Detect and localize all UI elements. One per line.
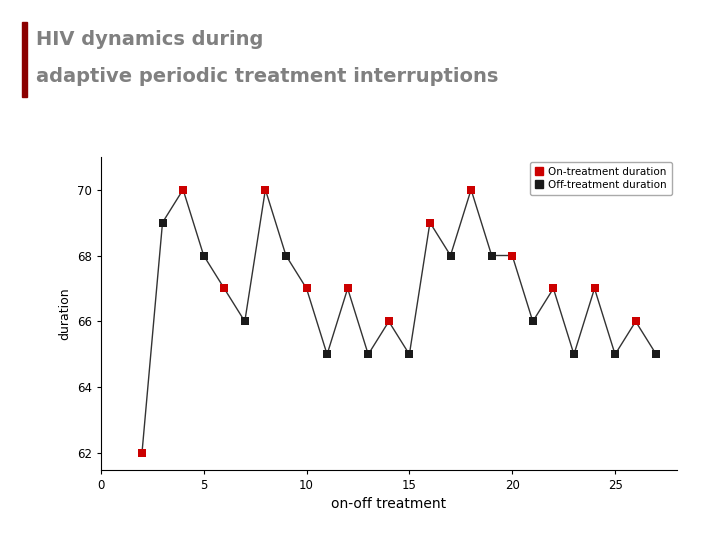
Point xyxy=(568,350,580,359)
X-axis label: on-off treatment: on-off treatment xyxy=(331,497,446,511)
Point xyxy=(527,317,539,326)
Text: adaptive periodic treatment interruptions: adaptive periodic treatment interruption… xyxy=(36,68,498,86)
Point xyxy=(589,284,600,293)
Point xyxy=(239,317,251,326)
Point xyxy=(650,350,662,359)
Point xyxy=(630,317,642,326)
Point xyxy=(218,284,230,293)
Point xyxy=(609,350,621,359)
Point xyxy=(321,350,333,359)
Point xyxy=(301,284,312,293)
Point xyxy=(198,251,210,260)
Point xyxy=(383,317,395,326)
Point xyxy=(548,284,559,293)
Point xyxy=(280,251,292,260)
Point xyxy=(486,251,498,260)
Point xyxy=(404,350,415,359)
Y-axis label: duration: duration xyxy=(58,287,71,340)
Point xyxy=(157,218,168,227)
Point xyxy=(177,185,189,194)
Point xyxy=(445,251,456,260)
Point xyxy=(136,449,148,457)
Point xyxy=(342,284,354,293)
Point xyxy=(506,251,518,260)
Legend: On-treatment duration, Off-treatment duration: On-treatment duration, Off-treatment dur… xyxy=(530,162,672,195)
Point xyxy=(424,218,436,227)
Point xyxy=(362,350,374,359)
Point xyxy=(260,185,271,194)
Point xyxy=(465,185,477,194)
Text: HIV dynamics during: HIV dynamics during xyxy=(36,30,264,49)
